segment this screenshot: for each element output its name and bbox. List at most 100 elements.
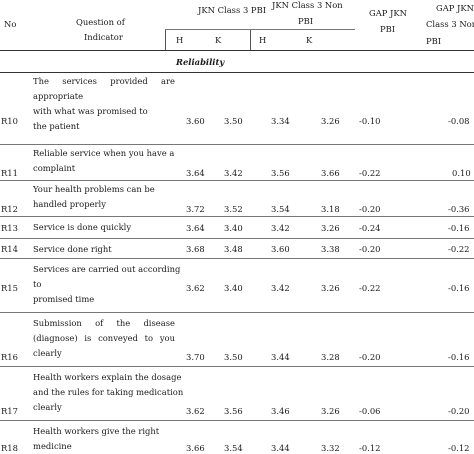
cell-gap-pbi: -0.22 bbox=[359, 283, 381, 293]
cell-gap-nonpbi: -0.22 bbox=[448, 244, 470, 254]
row-question: Your health problems can be handled prop… bbox=[33, 182, 175, 212]
row-code: R13 bbox=[1, 223, 18, 233]
header-gap-nonpbi-line3: PBI bbox=[426, 36, 442, 46]
cell-h-nonpbi: 3.42 bbox=[271, 283, 290, 293]
cell-k-pbi: 3.50 bbox=[224, 352, 243, 362]
cell-h-pbi: 3.60 bbox=[186, 116, 205, 126]
row-question: Reliable service when you have a complai… bbox=[33, 146, 175, 176]
header-gap-nonpbi-line1: GAP JKN bbox=[436, 3, 474, 13]
cell-k-pbi: 3.48 bbox=[224, 244, 243, 254]
header-col-divider-1 bbox=[165, 30, 166, 50]
cell-h-pbi: 3.66 bbox=[186, 443, 205, 453]
question-line: the patient bbox=[33, 121, 80, 131]
cell-h-nonpbi: 3.34 bbox=[271, 116, 290, 126]
question-line: Services are carried out according bbox=[33, 264, 181, 274]
cell-k-nonpbi: 3.26 bbox=[321, 116, 340, 126]
question-line: with what was promised to bbox=[33, 106, 148, 116]
cell-h-pbi: 3.72 bbox=[186, 204, 205, 214]
header-gap-pbi-line2: PBI bbox=[380, 24, 396, 34]
header-pbi-group: JKN Class 3 PBI bbox=[198, 5, 267, 15]
cell-h-pbi: 3.68 bbox=[186, 244, 205, 254]
cell-h-nonpbi: 3.42 bbox=[271, 223, 290, 233]
cell-gap-nonpbi: -0.20 bbox=[448, 406, 470, 416]
cell-gap-nonpbi: -0.12 bbox=[448, 443, 470, 453]
row-code: R18 bbox=[1, 443, 18, 453]
header-gap-nonpbi-line2: Class 3 Non bbox=[426, 19, 474, 29]
cell-h-nonpbi: 3.60 bbox=[271, 244, 290, 254]
cell-k-nonpbi: 3.66 bbox=[321, 168, 340, 178]
cell-h-nonpbi: 3.44 bbox=[271, 443, 290, 453]
question-line: (diagnose) is conveyed to you bbox=[33, 333, 175, 343]
cell-gap-pbi: -0.20 bbox=[359, 244, 381, 254]
cell-gap-pbi: -0.22 bbox=[359, 168, 381, 178]
cell-h-nonpbi: 3.44 bbox=[271, 352, 290, 362]
row-code: R11 bbox=[1, 168, 18, 178]
cell-gap-nonpbi: -0.36 bbox=[448, 204, 470, 214]
question-line: medicine bbox=[33, 441, 72, 451]
row-divider bbox=[0, 216, 474, 217]
cell-gap-nonpbi: -0.16 bbox=[448, 352, 470, 362]
cell-gap-pbi: -0.20 bbox=[359, 352, 381, 362]
header-k-nonpbi: K bbox=[306, 35, 313, 45]
question-line: to bbox=[33, 279, 42, 289]
header-nonpbi-line2: PBI bbox=[298, 16, 314, 26]
row-question: Services are carried out according to pr… bbox=[33, 262, 181, 307]
cell-gap-nonpbi: -0.16 bbox=[448, 283, 470, 293]
question-line: appropriate bbox=[33, 91, 84, 101]
row-question: Service done right bbox=[33, 242, 175, 257]
row-divider bbox=[0, 312, 474, 313]
row-divider bbox=[0, 258, 474, 259]
row-code: R16 bbox=[1, 352, 18, 362]
question-line: clearly bbox=[33, 348, 62, 358]
cell-k-pbi: 3.40 bbox=[224, 283, 243, 293]
row-question: Service is done quickly bbox=[33, 220, 175, 235]
cell-k-nonpbi: 3.18 bbox=[321, 204, 340, 214]
row-question: The services provided are appropriate wi… bbox=[33, 74, 175, 134]
cell-h-pbi: 3.62 bbox=[186, 283, 205, 293]
row-question: Health workers give the right medicine bbox=[33, 424, 175, 454]
header-gap-pbi-line1: GAP JKN bbox=[369, 8, 407, 18]
row-code: R15 bbox=[1, 283, 18, 293]
header-no: No bbox=[4, 19, 17, 29]
cell-h-pbi: 3.64 bbox=[186, 223, 205, 233]
row-divider bbox=[0, 144, 474, 145]
row-divider bbox=[0, 180, 474, 181]
cell-k-pbi: 3.42 bbox=[224, 168, 243, 178]
cell-h-nonpbi: 3.54 bbox=[271, 204, 290, 214]
question-line: handled properly bbox=[33, 199, 106, 209]
header-divider bbox=[0, 50, 474, 51]
question-line: Service is done quickly bbox=[33, 222, 132, 232]
row-divider bbox=[0, 366, 474, 367]
cell-k-nonpbi: 3.28 bbox=[321, 352, 340, 362]
cell-gap-nonpbi: -0.08 bbox=[448, 116, 470, 126]
cell-k-pbi: 3.52 bbox=[224, 204, 243, 214]
cell-k-nonpbi: 3.38 bbox=[321, 244, 340, 254]
row-code: R17 bbox=[1, 406, 18, 416]
header-subdivider bbox=[165, 29, 355, 30]
cell-k-pbi: 3.56 bbox=[224, 406, 243, 416]
question-line: Your health problems can be bbox=[33, 184, 155, 194]
question-line: The services provided are bbox=[33, 76, 175, 86]
header-h-nonpbi: H bbox=[259, 35, 267, 45]
question-line: complaint bbox=[33, 163, 76, 173]
question-line: Health workers give the right bbox=[33, 426, 160, 436]
section-divider bbox=[0, 72, 474, 73]
section-title: Reliability bbox=[176, 57, 225, 67]
header-question-line2: Indicator bbox=[84, 32, 123, 42]
cell-h-nonpbi: 3.56 bbox=[271, 168, 290, 178]
cell-gap-pbi: -0.12 bbox=[359, 443, 381, 453]
question-line: and the rules for taking medication bbox=[33, 387, 184, 397]
cell-k-nonpbi: 3.26 bbox=[321, 283, 340, 293]
header-k-pbi: K bbox=[215, 35, 222, 45]
header-question-line1: Question of bbox=[76, 17, 125, 27]
row-question: Health workers explain the dosage and th… bbox=[33, 370, 184, 415]
cell-k-nonpbi: 3.26 bbox=[321, 223, 340, 233]
row-code: R12 bbox=[1, 204, 18, 214]
cell-k-pbi: 3.50 bbox=[224, 116, 243, 126]
cell-k-nonpbi: 3.32 bbox=[321, 443, 340, 453]
row-question: Submission of the disease (diagnose) is … bbox=[33, 316, 175, 361]
cell-h-pbi: 3.62 bbox=[186, 406, 205, 416]
question-line: Health workers explain the dosage bbox=[33, 372, 182, 382]
cell-h-pbi: 3.64 bbox=[186, 168, 205, 178]
